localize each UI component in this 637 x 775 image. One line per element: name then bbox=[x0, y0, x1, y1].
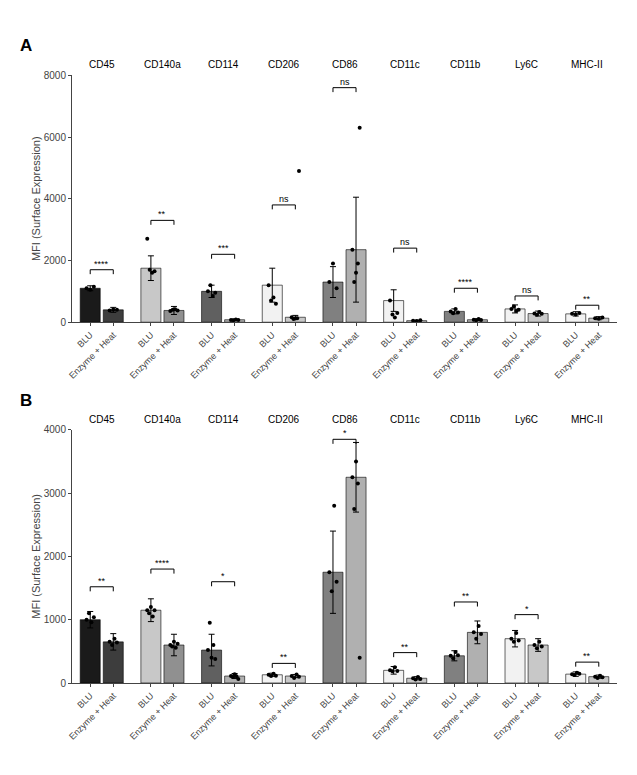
svg-text:****: **** bbox=[94, 259, 109, 269]
svg-text:**: ** bbox=[401, 642, 409, 652]
svg-text:CD86: CD86 bbox=[332, 59, 358, 70]
svg-text:CD206: CD206 bbox=[268, 414, 300, 425]
svg-text:BLU: BLU bbox=[257, 330, 276, 349]
svg-text:CD140a: CD140a bbox=[144, 59, 181, 70]
svg-text:****: **** bbox=[458, 277, 473, 287]
svg-text:BLU: BLU bbox=[257, 691, 276, 710]
svg-text:**: ** bbox=[583, 651, 591, 661]
svg-text:0: 0 bbox=[60, 317, 66, 328]
svg-text:Enzyme + Heat: Enzyme + Heat bbox=[128, 330, 179, 381]
svg-text:*: * bbox=[525, 604, 529, 614]
svg-text:Ly6C: Ly6C bbox=[515, 59, 538, 70]
svg-text:**: ** bbox=[158, 209, 166, 219]
svg-text:BLU: BLU bbox=[197, 330, 216, 349]
svg-text:CD45: CD45 bbox=[89, 414, 115, 425]
svg-text:**: ** bbox=[98, 576, 106, 586]
svg-text:ns: ns bbox=[279, 194, 289, 204]
svg-text:BLU: BLU bbox=[318, 330, 337, 349]
svg-text:MFI (Surface Expression): MFI (Surface Expression) bbox=[30, 494, 42, 619]
svg-text:Enzyme + Heat: Enzyme + Heat bbox=[128, 690, 179, 741]
svg-text:Enzyme + Heat: Enzyme + Heat bbox=[553, 330, 604, 381]
svg-text:CD140a: CD140a bbox=[144, 414, 181, 425]
svg-text:CD206: CD206 bbox=[268, 59, 300, 70]
svg-text:4000: 4000 bbox=[44, 193, 67, 204]
svg-text:Enzyme + Heat: Enzyme + Heat bbox=[188, 690, 239, 741]
svg-text:**: ** bbox=[462, 591, 470, 601]
svg-text:****: **** bbox=[155, 558, 170, 568]
svg-text:CD114: CD114 bbox=[208, 414, 239, 425]
svg-text:Enzyme + Heat: Enzyme + Heat bbox=[431, 330, 482, 381]
svg-text:4000: 4000 bbox=[44, 424, 67, 435]
svg-text:BLU: BLU bbox=[136, 691, 155, 710]
svg-text:A: A bbox=[20, 36, 32, 55]
svg-text:BLU: BLU bbox=[379, 691, 398, 710]
svg-text:Enzyme + Heat: Enzyme + Heat bbox=[67, 690, 118, 741]
svg-text:3000: 3000 bbox=[44, 488, 67, 499]
svg-text:Enzyme + Heat: Enzyme + Heat bbox=[310, 690, 361, 741]
svg-text:BLU: BLU bbox=[500, 330, 519, 349]
svg-text:MHC-II: MHC-II bbox=[571, 59, 603, 70]
svg-text:B: B bbox=[20, 391, 32, 410]
svg-text:CD11b: CD11b bbox=[450, 414, 481, 425]
svg-text:BLU: BLU bbox=[136, 330, 155, 349]
svg-text:BLU: BLU bbox=[197, 691, 216, 710]
svg-text:BLU: BLU bbox=[318, 691, 337, 710]
svg-text:BLU: BLU bbox=[439, 330, 458, 349]
svg-text:0: 0 bbox=[60, 678, 66, 689]
svg-text:Enzyme + Heat: Enzyme + Heat bbox=[492, 690, 543, 741]
svg-text:1000: 1000 bbox=[44, 614, 67, 625]
svg-text:MFI (Surface Expression): MFI (Surface Expression) bbox=[30, 136, 42, 261]
svg-text:Enzyme + Heat: Enzyme + Heat bbox=[371, 690, 422, 741]
svg-text:Enzyme + Heat: Enzyme + Heat bbox=[188, 330, 239, 381]
svg-text:ns: ns bbox=[522, 285, 532, 295]
svg-text:2000: 2000 bbox=[44, 255, 67, 266]
svg-text:ns: ns bbox=[340, 77, 350, 87]
svg-text:Enzyme + Heat: Enzyme + Heat bbox=[431, 690, 482, 741]
svg-text:BLU: BLU bbox=[75, 691, 94, 710]
svg-text:*: * bbox=[221, 571, 225, 581]
svg-text:BLU: BLU bbox=[561, 330, 580, 349]
svg-text:ns: ns bbox=[400, 237, 410, 247]
svg-text:*: * bbox=[343, 428, 347, 438]
svg-text:BLU: BLU bbox=[500, 691, 519, 710]
svg-text:CD86: CD86 bbox=[332, 414, 358, 425]
svg-text:Enzyme + Heat: Enzyme + Heat bbox=[371, 330, 422, 381]
svg-text:BLU: BLU bbox=[561, 691, 580, 710]
svg-text:Enzyme + Heat: Enzyme + Heat bbox=[553, 690, 604, 741]
svg-text:2000: 2000 bbox=[44, 551, 67, 562]
svg-text:CD11c: CD11c bbox=[390, 59, 420, 70]
svg-text:**: ** bbox=[280, 652, 288, 662]
svg-text:Enzyme + Heat: Enzyme + Heat bbox=[310, 330, 361, 381]
svg-text:MHC-II: MHC-II bbox=[571, 414, 603, 425]
svg-text:CD11c: CD11c bbox=[390, 414, 420, 425]
svg-text:Ly6C: Ly6C bbox=[515, 414, 538, 425]
svg-text:6000: 6000 bbox=[44, 132, 67, 143]
svg-text:***: *** bbox=[218, 243, 229, 253]
svg-text:BLU: BLU bbox=[439, 691, 458, 710]
svg-text:BLU: BLU bbox=[75, 330, 94, 349]
svg-text:8000: 8000 bbox=[44, 70, 67, 81]
svg-text:CD114: CD114 bbox=[208, 59, 239, 70]
svg-text:Enzyme + Heat: Enzyme + Heat bbox=[249, 330, 300, 381]
svg-text:BLU: BLU bbox=[379, 330, 398, 349]
svg-text:Enzyme + Heat: Enzyme + Heat bbox=[67, 330, 118, 381]
svg-text:Enzyme + Heat: Enzyme + Heat bbox=[492, 330, 543, 381]
svg-text:CD11b: CD11b bbox=[450, 59, 481, 70]
svg-text:CD45: CD45 bbox=[89, 59, 115, 70]
svg-text:**: ** bbox=[583, 294, 591, 304]
svg-text:Enzyme + Heat: Enzyme + Heat bbox=[249, 690, 300, 741]
